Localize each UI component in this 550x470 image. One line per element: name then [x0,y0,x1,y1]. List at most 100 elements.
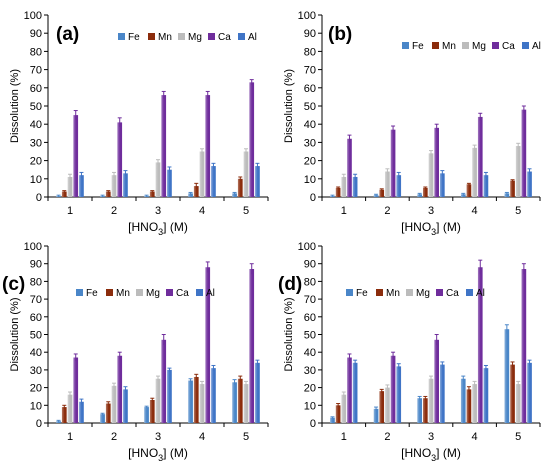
y-tick-label: 70 [30,294,42,306]
bar-mg-2 [111,385,117,423]
bar-mn-3 [149,399,155,423]
y-axis-label: Dissolution (%) [9,69,21,143]
bar-mg-3 [428,378,434,423]
bar-mn-4 [466,389,472,423]
legend-label-ca: Ca [502,41,515,52]
y-tick-label: 0 [36,192,42,204]
y-tick-label: 40 [30,347,42,359]
legend-label-fe: Fe [128,32,140,43]
x-tick-label: 1 [67,205,73,217]
x-tick-label: 3 [155,431,161,443]
x-tick-label: 5 [515,431,521,443]
bar-fe-5 [232,193,237,197]
y-tick-label: 70 [304,65,316,77]
legend-label-ca: Ca [176,288,189,299]
bar-fe-2 [100,414,105,423]
bar-al-5 [255,362,260,423]
y-tick-label: 50 [30,101,42,113]
bar-mg-4 [472,147,477,197]
legend-swatch-mg [178,33,185,40]
legend-swatch-mg [136,289,143,296]
bar-fe-5 [504,329,510,423]
bar-ca-1 [347,138,352,197]
y-tick-label: 70 [30,65,42,77]
legend-swatch-mg [406,289,413,296]
bar-al-1 [79,401,84,423]
bar-mg-2 [111,175,117,197]
bar-al-5 [255,166,260,197]
legend-label-fe: Fe [412,41,424,52]
bar-mn-2 [379,189,385,197]
bar-fe-3 [417,398,422,423]
bar-fe-4 [188,380,193,423]
legend-swatch-ca [492,42,499,49]
bar-mn-5 [510,180,515,197]
x-tick-label: 2 [111,431,117,443]
bar-mn-2 [105,403,111,423]
legend-label-mg: Mg [416,288,430,299]
x-tick-label: 4 [199,205,205,217]
bar-al-1 [352,362,358,423]
bar-mn-3 [422,398,428,423]
y-tick-label: 90 [30,259,42,271]
y-axis-label: Dissolution (%) [283,69,295,143]
bar-mn-4 [193,376,199,423]
legend-swatch-al [238,33,245,40]
y-tick-label: 0 [310,418,316,430]
bar-ca-2 [117,355,123,423]
bar-ca-5 [521,109,527,197]
x-axis-label: [HNO3] (M) [401,446,461,463]
bar-ca-3 [161,95,167,197]
legend-swatch-mn [106,289,113,296]
bar-mg-4 [199,151,205,197]
bar-al-3 [167,369,172,423]
y-tick-label: 90 [30,28,42,40]
bar-fe-3 [417,194,422,197]
bar-fe-1 [330,417,335,423]
bar-mg-5 [243,151,249,197]
legend-label-mg: Mg [472,41,486,52]
x-tick-label: 4 [199,431,205,443]
bar-mg-5 [243,384,249,423]
bar-al-4 [483,175,489,197]
x-tick-label: 2 [384,205,390,217]
legend-label-al: Al [476,288,485,299]
bar-mg-2 [385,387,390,423]
y-tick-label: 20 [304,383,316,395]
bar-mn-5 [237,178,243,197]
bar-mn-1 [335,187,341,197]
bar-ca-1 [73,357,79,423]
legend-label-fe: Fe [86,288,98,299]
bar-al-3 [440,364,445,423]
bar-ca-3 [434,339,440,423]
panel-label: (c) [2,274,25,295]
legend-swatch-ca [208,33,215,40]
y-tick-label: 90 [304,28,316,40]
y-tick-label: 30 [30,137,42,149]
y-tick-label: 30 [304,365,316,377]
bar-ca-4 [205,267,211,423]
bar-al-2 [123,389,128,423]
bar-fe-4 [460,378,466,423]
y-tick-label: 20 [30,383,42,395]
bar-ca-5 [521,269,527,423]
y-tick-label: 60 [30,312,42,324]
y-tick-label: 10 [30,400,42,412]
bar-fe-3 [144,407,149,423]
chart-panel-3: 0 10 20 30 40 50 60 70 80 90 100 Dissolution (%) 1 2 3… [2,241,269,463]
y-tick-label: 80 [304,46,316,58]
legend-swatch-ca [436,289,443,296]
y-tick-label: 40 [30,119,42,131]
y-tick-label: 60 [30,83,42,95]
chart-panel-1: 0 10 20 30 40 50 60 70 80 90 100 Dissolution (%) 1 2 3… [9,10,269,237]
legend-swatch-al [466,289,473,296]
bar-ca-1 [347,357,352,423]
bar-mg-2 [385,171,390,197]
legend-swatch-al [196,289,203,296]
y-axis-label: Dissolution (%) [9,298,21,372]
legend-label-mg: Mg [188,32,202,43]
legend-label-al: Al [248,32,257,43]
y-tick-label: 10 [304,174,316,186]
bar-fe-4 [460,194,466,197]
